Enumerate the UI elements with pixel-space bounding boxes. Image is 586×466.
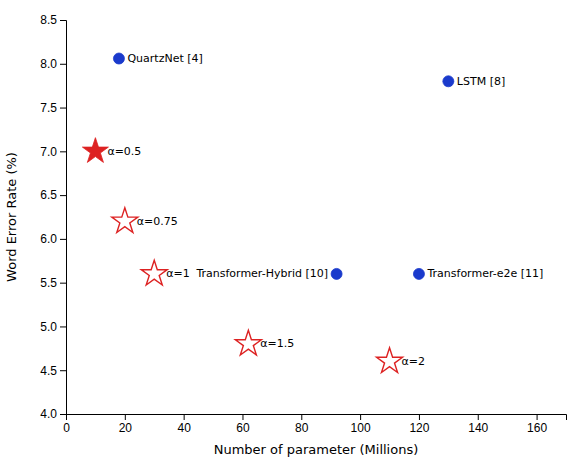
tick-label: 80: [295, 421, 309, 435]
y-axis: 4.0 4.5 5.0 5.5 6.0 6.5 7.0 7.5 8.0 8.5: [40, 13, 66, 421]
x-axis: 0 20 40 60 80 100 120 140 160: [63, 414, 566, 435]
tick-mark: [125, 414, 126, 420]
tick: 120: [409, 414, 429, 435]
tick-label: 8.5: [40, 13, 57, 27]
tick: 4.0: [40, 407, 66, 421]
tick-mark: [60, 20, 66, 21]
point-label: Transformer-Hybrid [10]: [195, 267, 328, 280]
point-label: QuartzNet [4]: [127, 52, 202, 65]
point-label: Transformer-e2e [11]: [426, 267, 543, 280]
point-label: α=1.5: [260, 337, 294, 350]
points: [82, 53, 453, 373]
tick: 80: [295, 414, 309, 435]
tick: 4.5: [40, 364, 66, 378]
tick: 5.0: [40, 320, 66, 334]
tick-mark: [60, 195, 66, 196]
tick: 60: [236, 414, 250, 435]
tick-mark: [60, 108, 66, 109]
tick-label: 7.0: [40, 145, 57, 159]
tick: 100: [351, 414, 371, 435]
tick: 140: [468, 414, 488, 435]
circle-point: [413, 268, 424, 279]
point-label: α=2: [402, 355, 425, 368]
tick: 20: [119, 414, 133, 435]
point-label: α=1: [166, 267, 189, 280]
tick: 6.5: [40, 188, 66, 202]
circle-point: [331, 268, 342, 279]
tick-mark: [478, 414, 479, 420]
tick-label: 5.5: [40, 276, 57, 290]
tick-mark: [60, 326, 66, 327]
y-axis-title: Word Error Rate (%): [4, 152, 19, 282]
tick: 5.5: [40, 276, 66, 290]
tick-mark: [60, 283, 66, 284]
tick-label: 140: [468, 421, 488, 435]
tick-mark: [60, 239, 66, 240]
tick-label: 4.5: [40, 364, 57, 378]
x-axis-title: Number of parameter (Millions): [214, 442, 419, 457]
tick: 8.0: [40, 57, 66, 71]
tick-label: 6.5: [40, 188, 57, 202]
star-point: [235, 330, 261, 355]
tick: 7.0: [40, 145, 66, 159]
tick: 7.5: [40, 101, 66, 115]
star-point: [82, 138, 108, 163]
tick-label: 160: [527, 421, 547, 435]
tick-label: 60: [236, 421, 250, 435]
tick-mark: [242, 414, 243, 420]
star-point: [377, 348, 403, 373]
point-label: LSTM [8]: [457, 75, 505, 88]
tick-mark: [360, 414, 361, 420]
chart: 0 20 40 60 80 100 120 140 160 4.0 4.5 5.0 5.5 6.0 6.5 7…: [0, 0, 586, 466]
tick-mark: [60, 151, 66, 152]
star-point: [112, 208, 138, 233]
tick: 8.5: [40, 13, 66, 27]
tick: 160: [527, 414, 547, 435]
tick-mark: [301, 414, 302, 420]
tick-label: 40: [177, 421, 191, 435]
tick-mark: [60, 64, 66, 65]
point-labels: QuartzNet [4] LSTM [8] Transformer-Hybrid …: [107, 52, 543, 368]
tick-mark: [60, 370, 66, 371]
tick-label: 120: [409, 421, 429, 435]
tick-label: 100: [351, 421, 371, 435]
tick-label: 6.0: [40, 232, 57, 246]
tick: 0: [63, 414, 70, 435]
tick-mark: [537, 414, 538, 420]
point-label: α=0.75: [137, 215, 178, 228]
circle-point: [113, 53, 124, 64]
tick: 6.0: [40, 232, 66, 246]
axis-line: [60, 21, 67, 415]
axis-line: [67, 415, 567, 421]
tick-label: 7.5: [40, 101, 57, 115]
tick-mark: [184, 414, 185, 420]
tick-mark: [60, 414, 66, 415]
tick-label: 0: [63, 421, 70, 435]
star-point: [141, 260, 167, 285]
plot: 0 20 40 60 80 100 120 140 160 4.0 4.5 5.0 5.5 6.0 6.5 7…: [40, 13, 566, 434]
tick-label: 20: [119, 421, 133, 435]
tick: 40: [177, 414, 191, 435]
circle-point: [443, 76, 454, 87]
point-label: α=0.5: [107, 145, 141, 158]
tick-mark: [419, 414, 420, 420]
tick-label: 5.0: [40, 320, 57, 334]
tick-label: 4.0: [40, 407, 57, 421]
tick-label: 8.0: [40, 57, 57, 71]
